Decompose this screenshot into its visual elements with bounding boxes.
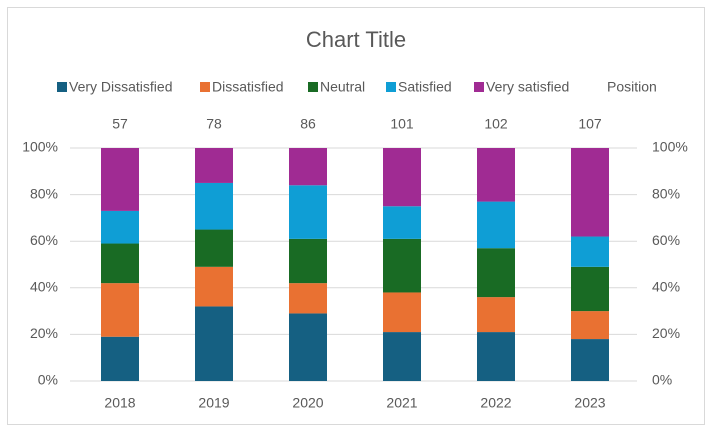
- bar-segment: [477, 201, 515, 249]
- y2-tick-label: 20%: [652, 325, 680, 341]
- y2-tick-label: 80%: [652, 185, 680, 201]
- bar-segment: [289, 185, 327, 239]
- bar-segment: [195, 306, 233, 381]
- data-label: 86: [300, 116, 316, 132]
- x-tick-label: 2020: [292, 395, 323, 411]
- x-tick-label: 2019: [198, 395, 229, 411]
- legend-label: Neutral: [320, 79, 365, 95]
- bar-segment: [195, 182, 233, 230]
- bar-segment: [383, 292, 421, 333]
- x-tick-label: 2018: [104, 395, 135, 411]
- bar-segment: [289, 148, 327, 186]
- bar-segment: [383, 148, 421, 207]
- legend-label: Very satisfied: [486, 79, 569, 95]
- data-label: 57: [112, 116, 128, 132]
- data-label: 102: [484, 116, 508, 132]
- bar-segment: [101, 148, 139, 211]
- bar-segment: [195, 148, 233, 183]
- bar-segment: [101, 336, 139, 381]
- x-tick-label: 2023: [574, 395, 605, 411]
- legend-marker: [308, 82, 318, 92]
- data-label: 107: [578, 116, 602, 132]
- y-tick-label: 80%: [30, 185, 58, 201]
- bar-segment: [477, 332, 515, 381]
- y-tick-label: 100%: [22, 139, 58, 155]
- legend-label: Satisfied: [398, 79, 452, 95]
- bar-segment: [195, 229, 233, 267]
- y-tick-label: 0%: [38, 372, 58, 388]
- bar-segment: [289, 313, 327, 381]
- bar-segment: [289, 283, 327, 314]
- legend-marker: [474, 82, 484, 92]
- bar-segment: [289, 238, 327, 284]
- legend-marker: [386, 82, 396, 92]
- bar-segment: [383, 238, 421, 293]
- y2-tick-label: 60%: [652, 232, 680, 248]
- bar-segment: [101, 243, 139, 284]
- y2-tick-label: 0%: [652, 372, 672, 388]
- bar-segment: [571, 148, 609, 237]
- bar-segment: [477, 148, 515, 202]
- y-tick-label: 20%: [30, 325, 58, 341]
- data-label: 78: [206, 116, 222, 132]
- bar-segment: [101, 210, 139, 244]
- legend-label: Position: [607, 79, 657, 95]
- legend-marker: [57, 82, 67, 92]
- bar-segment: [477, 297, 515, 333]
- bar-segment: [571, 311, 609, 340]
- chart-title: Chart Title: [306, 27, 406, 52]
- data-label: 101: [390, 116, 414, 132]
- y2-tick-label: 40%: [652, 279, 680, 295]
- legend-marker: [200, 82, 210, 92]
- bar-segment: [571, 266, 609, 312]
- y2-tick-label: 100%: [652, 139, 688, 155]
- x-tick-label: 2021: [386, 395, 417, 411]
- bar-segment: [477, 248, 515, 298]
- bar-segment: [101, 283, 139, 337]
- bar-segment: [571, 339, 609, 381]
- bar-segment: [383, 332, 421, 381]
- x-tick-label: 2022: [480, 395, 511, 411]
- legend-label: Dissatisfied: [212, 79, 284, 95]
- bar-segment: [571, 236, 609, 267]
- y-tick-label: 40%: [30, 279, 58, 295]
- bar-segment: [195, 266, 233, 307]
- legend-label: Very Dissatisfied: [69, 79, 172, 95]
- y-tick-label: 60%: [30, 232, 58, 248]
- bar-segment: [383, 206, 421, 239]
